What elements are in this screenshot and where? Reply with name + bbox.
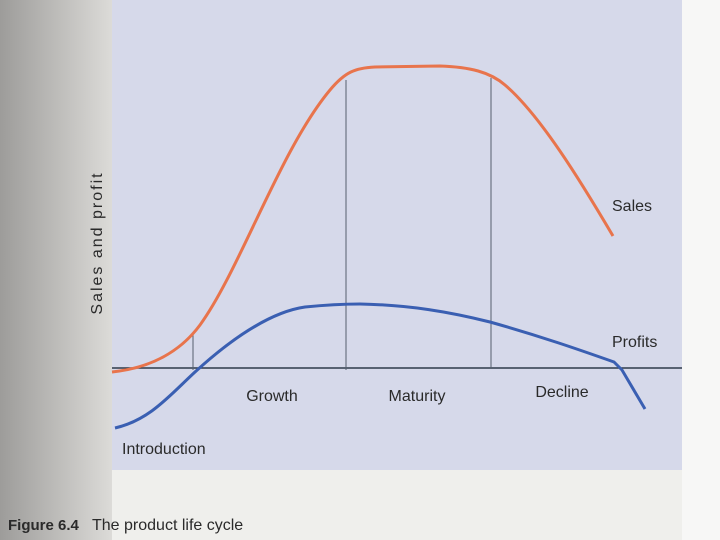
curve-label: Sales	[612, 198, 652, 215]
stage-label: Growth	[246, 388, 298, 405]
plot-panel	[112, 0, 682, 470]
stage-label: Maturity	[389, 388, 446, 405]
y-axis-label: Sales and profit	[89, 171, 106, 314]
stage-label: Decline	[535, 384, 588, 401]
stage-label: Introduction	[122, 441, 206, 458]
figure-title: The product life cycle	[92, 517, 243, 534]
curve-label: Profits	[612, 334, 657, 351]
margin	[682, 0, 720, 540]
page-shadow	[0, 0, 112, 540]
figure-number: Figure 6.4	[8, 517, 80, 534]
profits-curve	[114, 302, 647, 430]
sales-curve	[111, 64, 615, 374]
